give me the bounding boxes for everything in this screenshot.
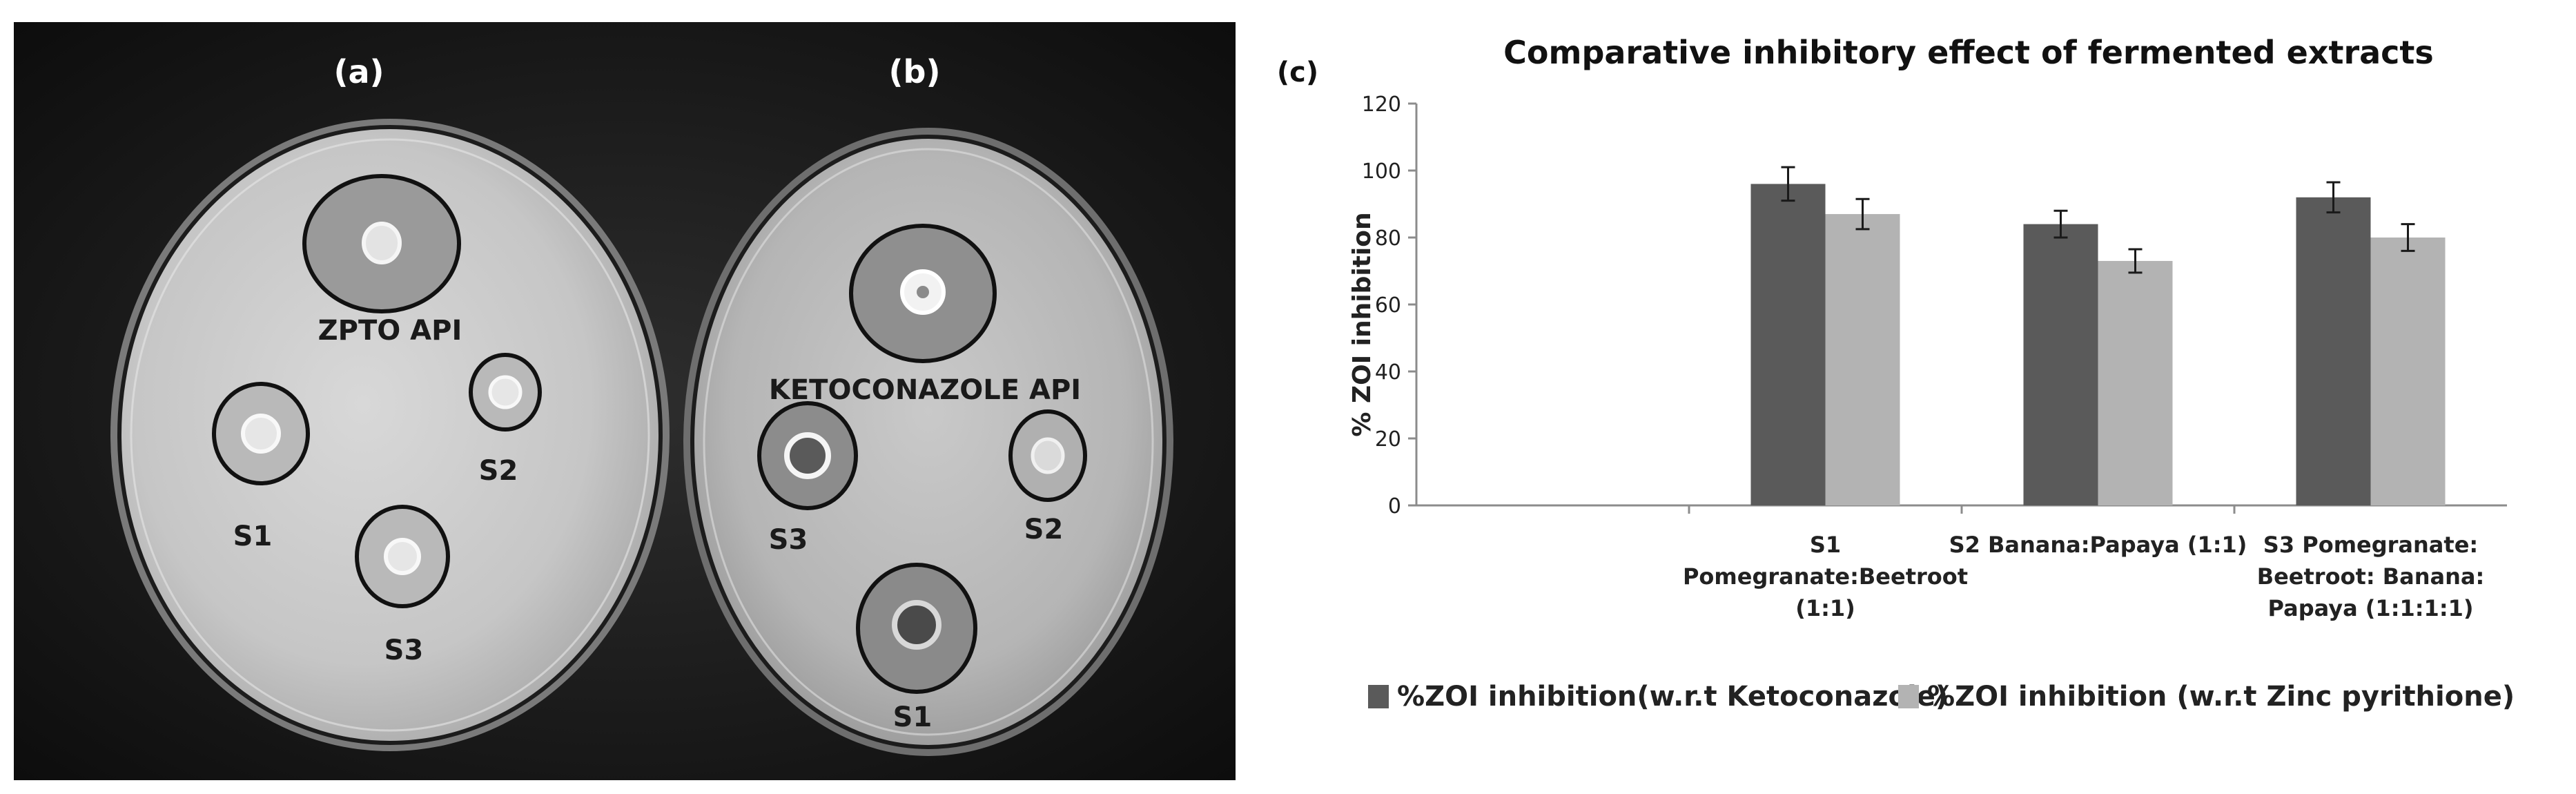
y-axis-label: % ZOI inhibition bbox=[1348, 212, 1376, 436]
panel-a-label: (a) bbox=[333, 53, 384, 90]
chart-legend: %ZOI inhibition(w.r.t Ketoconazole)%ZOI … bbox=[1368, 681, 2515, 713]
sample-label-a-s3: S3 bbox=[384, 635, 424, 666]
legend-entry: %ZOI inhibition (w.r.t Zinc pyrithione) bbox=[1927, 681, 2515, 713]
bar bbox=[2370, 238, 2446, 505]
bar bbox=[2296, 197, 2371, 505]
petri-plate-b: KETOCONAZOLE API S3 S2 S1 bbox=[683, 128, 1173, 756]
y-tick-label: 20 bbox=[1375, 427, 1401, 452]
y-tick-label: 40 bbox=[1375, 360, 1401, 385]
x-category-label: Pomegranate:Beetroot bbox=[1683, 563, 1968, 590]
chart-panel-label: (c) bbox=[1277, 57, 1318, 88]
y-tick-label: 80 bbox=[1375, 226, 1401, 251]
sample-label-b-s1: S1 bbox=[893, 701, 933, 733]
chart-panel: (c) Comparative inhibitory effect of fer… bbox=[1277, 34, 2515, 713]
y-tick-label: 100 bbox=[1362, 159, 1401, 184]
y-tick-label: 0 bbox=[1388, 494, 1401, 519]
api-well-a bbox=[362, 222, 402, 264]
sample-label-a-s2: S2 bbox=[479, 455, 518, 487]
api-label-a: ZPTO API bbox=[318, 315, 462, 347]
bar bbox=[2023, 224, 2098, 505]
sample-well-b-s3 bbox=[784, 432, 831, 479]
y-tick-label: 60 bbox=[1375, 293, 1401, 318]
sample-well-a-s3 bbox=[384, 538, 421, 575]
x-category-label: S2 Banana:Papaya (1:1) bbox=[1949, 532, 2247, 558]
sample-label-b-s3: S3 bbox=[769, 524, 808, 556]
y-tick-label: 120 bbox=[1362, 93, 1401, 117]
x-category-label: S1 bbox=[1810, 532, 1841, 558]
plot-area: 0 20 40 60 80 100 120 S1 Pomegranate:Beetroot (1:… bbox=[1362, 93, 2507, 621]
panel-b-label: (b) bbox=[889, 53, 941, 90]
x-category-label: Papaya (1:1:1:1) bbox=[2268, 595, 2474, 621]
sample-well-b-s1 bbox=[892, 600, 941, 650]
petri-plate-a: ZPTO API S1 S2 S3 bbox=[110, 119, 670, 751]
legend-swatch bbox=[1368, 685, 1389, 708]
bar bbox=[1825, 214, 1900, 505]
sample-label-a-s1: S1 bbox=[233, 521, 273, 552]
api-label-b: KETOCONAZOLE API bbox=[769, 374, 1081, 406]
sample-well-a-s2 bbox=[488, 375, 523, 409]
chart-title: Comparative inhibitory effect of ferment… bbox=[1503, 34, 2434, 71]
legend-swatch bbox=[1898, 685, 1919, 708]
legend-entry: %ZOI inhibition(w.r.t Ketoconazole) bbox=[1397, 681, 1948, 713]
sample-label-b-s2: S2 bbox=[1024, 514, 1064, 545]
sample-well-a-s1 bbox=[241, 414, 281, 454]
petri-photo: (a) (b) ZPTO API S1 S2 S3 bbox=[14, 22, 1236, 780]
x-category-label: Beetroot: Banana: bbox=[2257, 563, 2485, 590]
bar bbox=[2098, 260, 2173, 505]
x-category-label: S3 Pomegranate: bbox=[2263, 532, 2478, 558]
sample-well-b-s2 bbox=[1031, 437, 1065, 474]
x-category-label: (1:1) bbox=[1795, 595, 1855, 621]
bar bbox=[1750, 184, 1826, 505]
